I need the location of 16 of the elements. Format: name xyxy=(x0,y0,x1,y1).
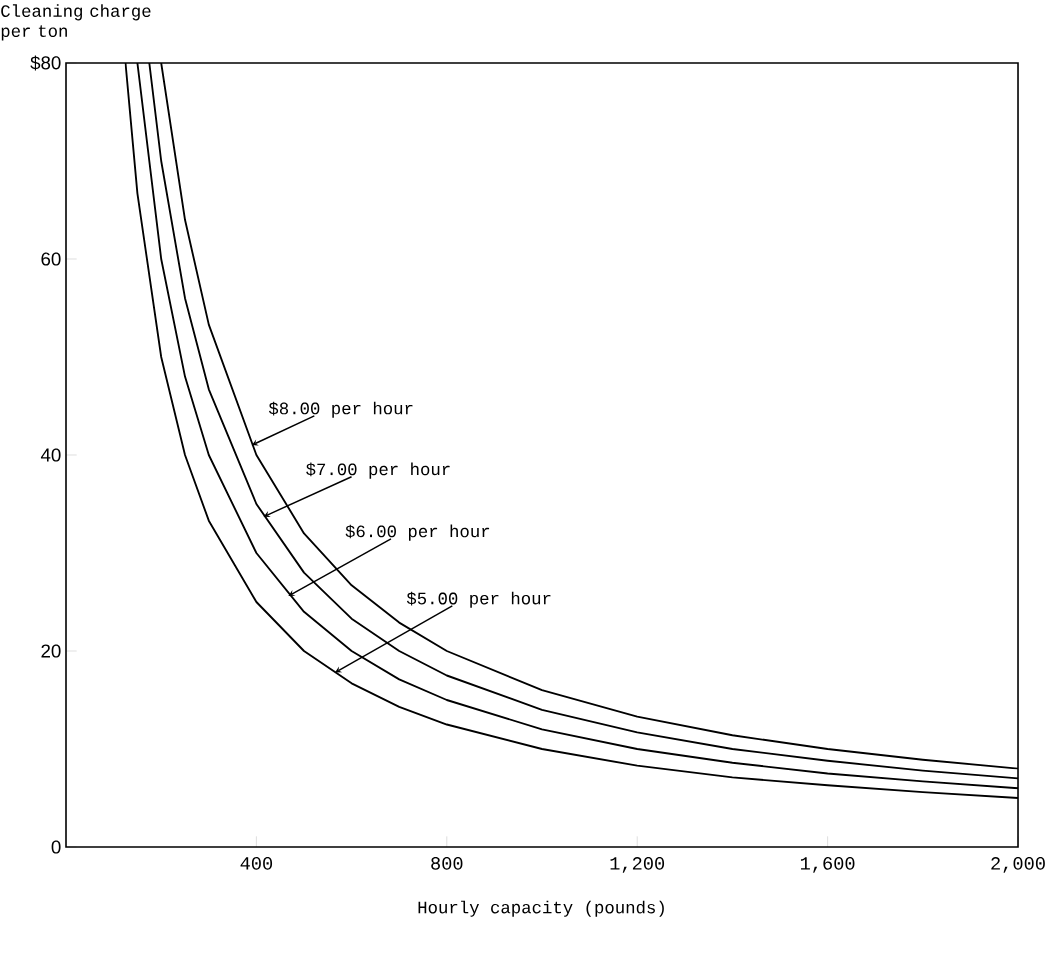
x-tick-label: 800 xyxy=(431,857,463,870)
y-tick-label: $80 xyxy=(30,55,61,71)
x-tick-label: 400 xyxy=(240,857,273,870)
y-tick-label: 20 xyxy=(41,644,61,658)
annotation: $5.00 per hour xyxy=(406,591,551,608)
annotation: $6.00 per hour xyxy=(345,524,490,541)
x-tick-label: 1,200 xyxy=(610,857,665,873)
y-tick-label: 40 xyxy=(40,448,61,462)
x-tick-label: 1,600 xyxy=(800,857,855,873)
annotation: $7.00 per hour xyxy=(306,462,450,479)
annotation: $8.00 per hour xyxy=(268,401,413,418)
x-tick-label: 2,000 xyxy=(991,857,1045,873)
y-tick-label: 60 xyxy=(41,252,61,266)
y-axis-title: Cleaning charge per ton xyxy=(1,4,151,41)
x-axis-title: Hourly capacity (pounds) xyxy=(418,900,664,917)
y-tick-label: 0 xyxy=(51,840,61,854)
